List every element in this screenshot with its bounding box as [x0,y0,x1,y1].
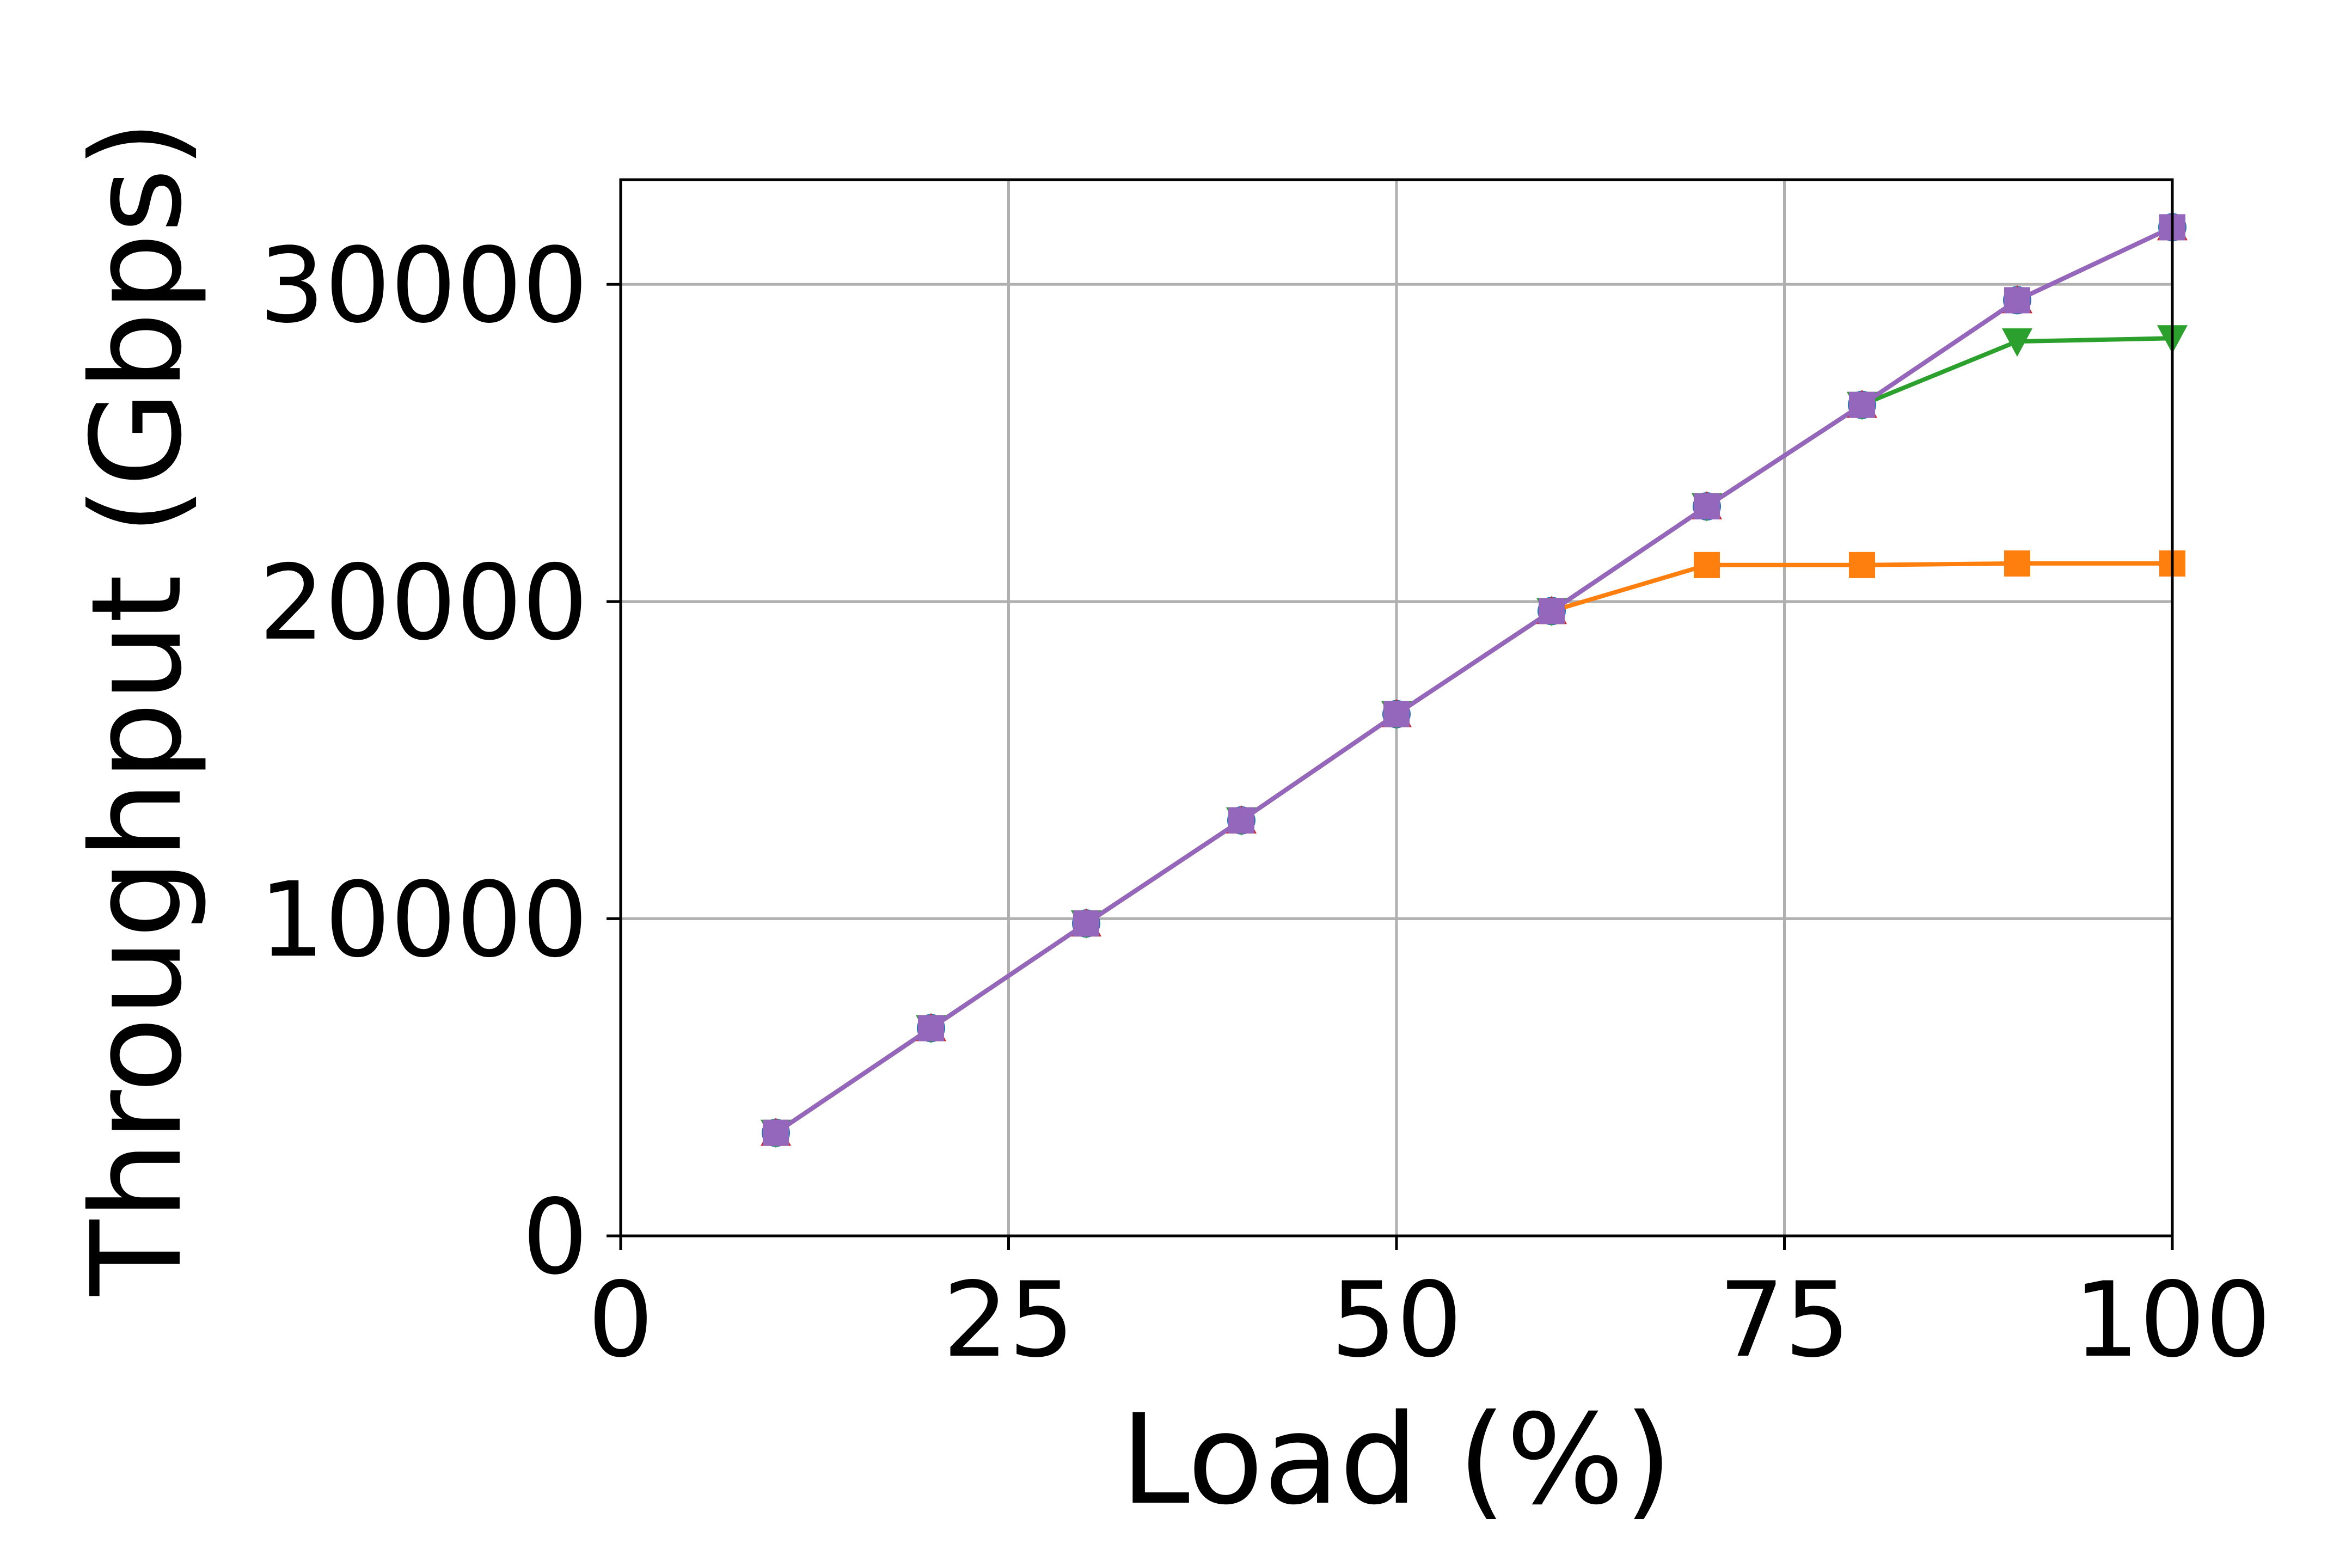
y-tick-label: 10000 [259,860,588,980]
data-point [763,1119,789,1146]
x-tick-label: 0 [588,1260,654,1380]
data-point [1383,701,1410,727]
x-axis-label: Load (%) [1120,1387,1673,1532]
data-point [918,1015,944,1042]
data-point [1849,552,1875,578]
x-tick-label: 100 [2074,1260,2271,1380]
y-tick-label: 20000 [259,543,588,663]
y-tick-label: 30000 [259,225,588,346]
data-point [1073,910,1099,937]
data-point [2004,550,2030,577]
series-1 [762,213,2186,1147]
y-axis-label: Throughput (Gbps) [64,120,209,1296]
series-line [774,336,2173,1135]
series-2 [763,550,2185,1146]
x-tick-label: 50 [1331,1260,1462,1380]
data-point [1694,493,1720,520]
data-point [1228,807,1254,834]
series-line [774,561,2172,1135]
data-point [2002,328,2032,357]
series-3 [761,325,2188,1148]
series-line [774,225,2173,1135]
data-point [1539,598,1565,624]
tick-layer: 0 25 50 75 100 0 10000 20000 30000 [259,225,2271,1380]
series-layer [761,212,2188,1148]
data-point [1694,552,1720,578]
y-tick-label: 0 [522,1177,588,1297]
data-point [1849,391,1875,418]
x-tick-label: 75 [1719,1260,1851,1380]
x-tick-label: 25 [943,1260,1075,1380]
series-5 [763,214,2185,1146]
data-point [2004,287,2030,314]
series-4 [761,212,2188,1146]
